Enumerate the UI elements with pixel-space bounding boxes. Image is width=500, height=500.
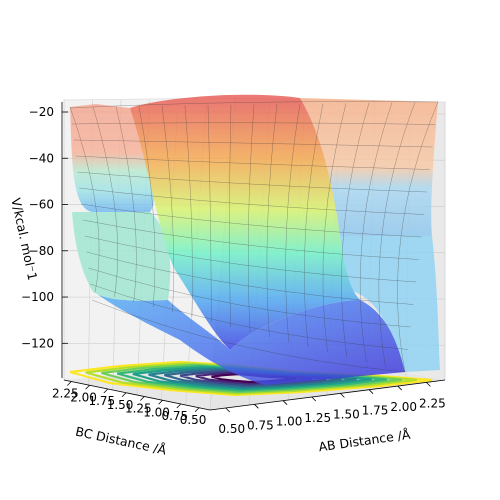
z-tick-label: −60 <box>29 198 54 212</box>
z-tick-label: −100 <box>21 290 54 304</box>
z-tick-label: −40 <box>29 151 54 165</box>
x-tick-mark <box>225 407 231 413</box>
y-tick-label: 2.25 <box>52 387 79 401</box>
z-tick-label: −80 <box>29 244 54 258</box>
x-axis-label: AB Distance /Å <box>318 427 412 455</box>
y-tick-mark <box>158 399 163 405</box>
z-tick-label: −20 <box>29 105 54 119</box>
contour-line <box>148 367 357 389</box>
y-tick-mark <box>67 381 72 386</box>
y-tick-label: 0.50 <box>180 413 207 427</box>
contour-line <box>101 363 403 394</box>
energy-surface <box>70 94 440 385</box>
contour-line <box>85 362 418 395</box>
x-tick-mark <box>340 393 345 398</box>
surface-wireframe <box>69 101 439 373</box>
z-tick-label: −120 <box>21 336 54 350</box>
wire-line <box>138 106 156 308</box>
x-tick-label: 0.50 <box>218 422 245 436</box>
x-ticks: 0.50 0.75 1.00 1.25 1.50 1.75 2.00 2.25 <box>218 382 446 436</box>
surface-left-wall <box>70 104 154 212</box>
y-tick-mark <box>140 396 145 401</box>
x-tick-label: 1.25 <box>304 411 331 425</box>
x-tick-label: 0.75 <box>247 418 274 432</box>
y-axis-label: BC Distance /Å <box>74 424 168 458</box>
wire-line <box>285 103 301 343</box>
y-tick-label: 1.00 <box>143 405 170 419</box>
wire-line <box>229 104 232 328</box>
wire-line <box>77 171 428 193</box>
wire-line <box>247 104 255 333</box>
wire-line <box>69 101 439 109</box>
wire-line <box>207 105 212 323</box>
wire-line <box>69 106 100 293</box>
wire-line <box>82 219 419 260</box>
y-tick-label: 0.75 <box>161 409 188 423</box>
y-tick-label: 2.00 <box>70 390 97 404</box>
x-axis-line <box>209 379 446 411</box>
wire-line <box>79 187 425 215</box>
surface-left-lower <box>72 212 171 301</box>
wire-line <box>161 105 174 313</box>
wire-line <box>92 106 118 298</box>
y-tick-mark <box>194 407 200 413</box>
x-tick-mark <box>311 396 317 402</box>
y-ticks: 2.252.001.751.501.251.000.750.50 <box>52 381 207 427</box>
y-tick-mark <box>121 392 127 398</box>
wire-line <box>397 101 439 373</box>
wire-line <box>71 122 436 125</box>
x-tick-mark <box>254 404 259 409</box>
wire-line <box>266 104 278 338</box>
contour-line <box>132 366 372 391</box>
contour-line <box>116 364 388 392</box>
x-tick-label: 2.25 <box>419 396 446 410</box>
wire-line <box>115 106 137 303</box>
wire-line <box>91 299 406 373</box>
wire-line <box>378 102 416 368</box>
surface-right-wall <box>300 98 438 236</box>
x-tick-label: 1.75 <box>362 404 389 418</box>
wire-line <box>75 155 430 170</box>
y-tick-mark <box>176 403 182 409</box>
x-tick-mark <box>368 389 374 394</box>
contour-line <box>164 369 342 388</box>
axes-frame <box>61 102 446 411</box>
wire-line <box>84 235 417 283</box>
x-tick-mark <box>426 382 431 387</box>
y-tick-label: 1.75 <box>88 394 115 408</box>
surface-valley <box>92 290 405 385</box>
x-tick-mark <box>282 400 288 405</box>
wire-line <box>86 251 414 305</box>
surface-ridge <box>130 94 360 350</box>
wire-line <box>341 102 370 358</box>
y-tick-label: 1.50 <box>107 398 134 412</box>
z-ticks: −20 −40 −60 −80 −100 −120 <box>21 105 68 350</box>
x-tick-label: 1.50 <box>333 407 360 421</box>
y-tick-mark <box>85 384 90 390</box>
surface-right-lower <box>340 236 440 372</box>
wire-line <box>80 203 422 238</box>
wire-line <box>90 283 408 350</box>
y-tick-label: 1.25 <box>125 402 152 416</box>
x-tick-label: 1.00 <box>276 415 303 429</box>
wire-line <box>359 102 393 363</box>
x-tick-mark <box>397 385 402 391</box>
wire-line <box>88 267 411 328</box>
y-tick-mark <box>103 388 109 394</box>
x-tick-label: 2.00 <box>390 400 417 414</box>
contour-line <box>69 360 433 397</box>
y-axis-line <box>63 379 211 411</box>
